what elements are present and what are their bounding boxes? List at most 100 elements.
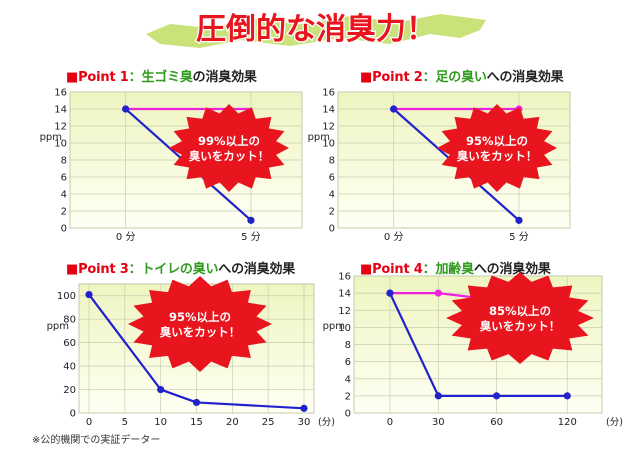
- title-point-label: Point 2: [372, 70, 423, 85]
- x-tick-label: 120: [558, 417, 577, 428]
- y-tick-label: 2: [61, 207, 67, 218]
- series-line-after: [88, 293, 305, 410]
- x-unit-label: (分): [318, 417, 335, 428]
- x-tick-label: 25: [262, 417, 275, 428]
- y-tick-label: 6: [329, 173, 335, 184]
- y-tick-label: 12: [54, 122, 67, 133]
- title-subject: 生ゴミ臭: [141, 70, 193, 85]
- x-tick-label: 0: [387, 417, 393, 428]
- title-square-marker: ■: [360, 262, 373, 277]
- chart-title: ■Point 4：加齢臭への消臭効果: [360, 258, 551, 277]
- data-point-after: [122, 105, 130, 113]
- x-tick-label: 0 分: [116, 231, 136, 243]
- chart-panel-point-1: ■Point 1：生ゴミ臭の消臭効果 0 2 4 6 8 10 12 14 16 0 分 5 分 pp…: [40, 66, 312, 246]
- y-tick-label: 0: [329, 224, 335, 235]
- y-tick-label: 10: [338, 323, 351, 334]
- starburst-badge: [128, 276, 272, 372]
- x-tick-label: 30: [432, 417, 445, 428]
- y-tick-label: 12: [322, 122, 335, 133]
- starburst-badge: [437, 104, 557, 192]
- y-tick-label: 16: [54, 88, 67, 99]
- y-tick-label: 14: [338, 289, 351, 300]
- x-tick-label: 30: [298, 417, 311, 428]
- y-axis-label: ppm: [47, 321, 69, 332]
- title-square-marker: ■: [360, 70, 373, 85]
- title-colon: ：: [422, 70, 436, 85]
- badge-line-1: 85%以上の: [489, 304, 551, 318]
- footnote: ※公的機関での実証データー: [32, 435, 161, 446]
- y-tick-label: 14: [54, 105, 67, 116]
- chart-plot: 0 20 40 60 80 100 0 5 10 15 20 25 30 (分) ppm 95%以上の臭いをカ…: [47, 276, 335, 428]
- x-unit-label: (分): [606, 417, 623, 428]
- y-tick-label: 10: [54, 139, 67, 150]
- chart-title: ■Point 3：トイレの臭いへの消臭効果: [66, 258, 295, 277]
- title-suffix: の消臭効果: [192, 70, 257, 85]
- title-suffix: への消臭効果: [473, 262, 551, 277]
- y-tick-label: 0: [61, 224, 67, 235]
- chart-panel-point-2: ■Point 2：足の臭いへの消臭効果 0 2 4 6 8 10 12 14 16 0 分 5 分 p…: [308, 66, 580, 246]
- x-tick-label: 10: [154, 417, 167, 428]
- y-tick-label: 16: [322, 88, 335, 99]
- data-point-after: [192, 398, 201, 407]
- chart-panel-point-3: ■Point 3：トイレの臭いへの消臭効果 0 20 40 60 80 100 0 5 10 15…: [47, 258, 335, 430]
- x-tick-label: 5 分: [241, 231, 261, 243]
- x-tick-label: 5: [122, 417, 128, 428]
- title-suffix: への消臭効果: [486, 70, 564, 85]
- y-axis-label: ppm: [308, 132, 330, 143]
- headline-text: 圧倒的な消臭力！: [196, 12, 436, 47]
- data-point-after: [515, 216, 523, 224]
- x-tick-label: 0 分: [384, 231, 404, 243]
- y-tick-label: 2: [329, 207, 335, 218]
- chart-panel-point-4: ■Point 4：加齢臭への消臭効果 0 2 4 6 8 10 12 14 16 0 30 60 120…: [320, 258, 623, 430]
- data-point-after: [247, 216, 255, 224]
- y-tick-label: 20: [63, 385, 76, 396]
- data-point-after: [493, 392, 501, 400]
- y-tick-label: 60: [63, 338, 76, 349]
- title-colon: ：: [128, 262, 142, 277]
- y-tick-label: 100: [57, 291, 76, 302]
- title-point-label: Point 1: [78, 70, 129, 85]
- y-tick-label: 6: [61, 173, 67, 184]
- badge-line-2: 臭いをカット！: [189, 149, 270, 163]
- title-point-label: Point 4: [372, 262, 423, 277]
- badge-line-2: 臭いをカット！: [160, 325, 241, 339]
- y-tick-label: 40: [63, 362, 76, 373]
- y-tick-label: 10: [322, 139, 335, 150]
- title-square-marker: ■: [66, 262, 79, 277]
- title-colon: ：: [128, 70, 142, 85]
- starburst-badge: [446, 272, 594, 364]
- title-subject: トイレの臭い: [141, 262, 219, 277]
- badge-line-1: 99%以上の: [198, 134, 260, 148]
- badge-line-2: 臭いをカット！: [480, 319, 561, 333]
- y-tick-label: 8: [345, 340, 351, 351]
- y-tick-label: 0: [70, 409, 76, 420]
- title-suffix: への消臭効果: [218, 262, 296, 277]
- x-tick-label: 5 分: [509, 231, 529, 243]
- badge-line-1: 95%以上の: [466, 134, 528, 148]
- badge-line-1: 95%以上の: [169, 310, 231, 324]
- y-tick-label: 8: [329, 156, 335, 167]
- title-square-marker: ■: [66, 70, 79, 85]
- headline-banner: 圧倒的な消臭力！: [146, 11, 486, 48]
- data-point-after: [434, 392, 442, 400]
- chart-title: ■Point 2：足の臭いへの消臭効果: [360, 66, 564, 85]
- title-subject: 加齢臭: [435, 262, 474, 277]
- data-point-after: [300, 404, 308, 412]
- title-subject: 足の臭い: [435, 70, 487, 85]
- y-tick-label: 14: [322, 105, 335, 116]
- data-point-after: [386, 289, 394, 297]
- y-tick-label: 16: [338, 272, 351, 283]
- data-point-after: [390, 105, 398, 113]
- y-tick-label: 12: [338, 306, 351, 317]
- y-tick-label: 0: [345, 409, 351, 420]
- x-tick-label: 15: [190, 417, 203, 428]
- title-point-label: Point 3: [78, 262, 129, 277]
- data-point-before: [434, 289, 442, 297]
- y-tick-label: 8: [61, 156, 67, 167]
- y-tick-label: 4: [329, 190, 335, 201]
- y-tick-label: 2: [345, 391, 351, 402]
- data-point-after: [563, 392, 571, 400]
- title-colon: ：: [422, 262, 436, 277]
